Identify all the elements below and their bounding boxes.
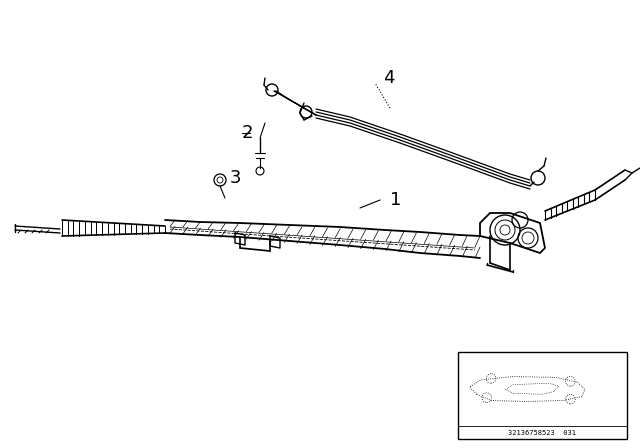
Text: 4: 4 bbox=[383, 69, 394, 87]
Bar bbox=[458, 352, 627, 439]
Text: 32136758523  031: 32136758523 031 bbox=[508, 430, 577, 436]
Text: 3: 3 bbox=[230, 169, 241, 187]
Text: 2: 2 bbox=[242, 124, 253, 142]
Text: 1: 1 bbox=[390, 191, 401, 209]
